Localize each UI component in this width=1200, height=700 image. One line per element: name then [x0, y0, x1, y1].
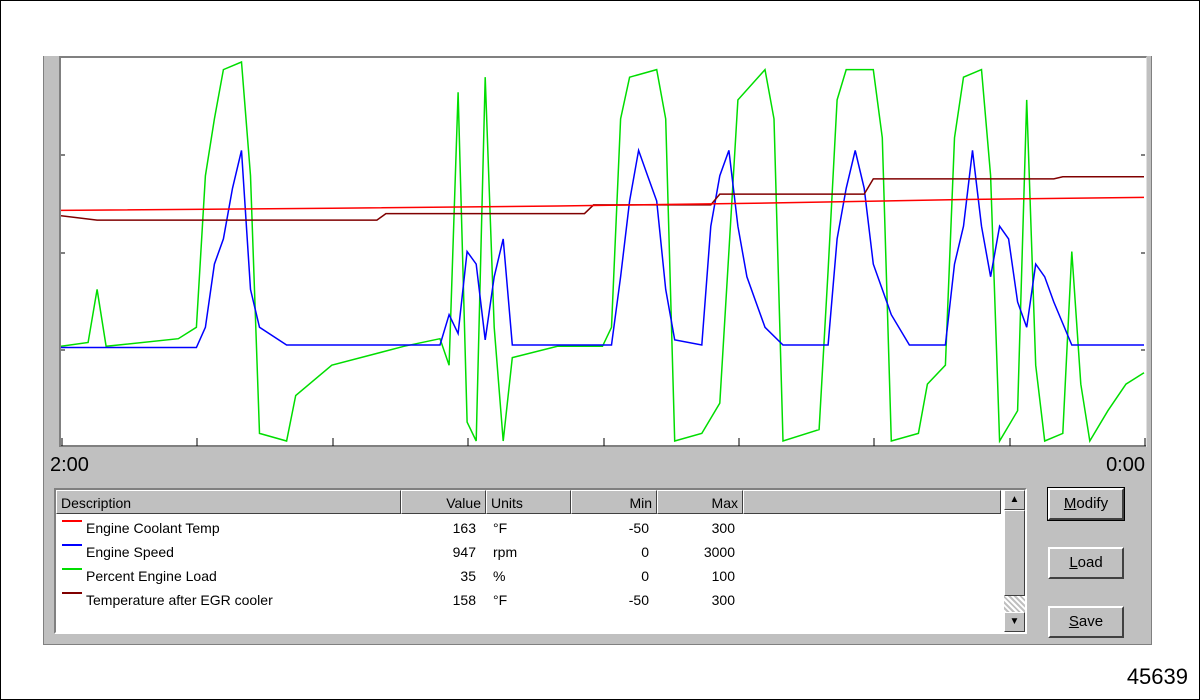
- row-description: Percent Engine Load: [86, 568, 217, 584]
- row-units: °F: [493, 592, 508, 608]
- series-line-percent-engine-load: [61, 60, 1145, 444]
- series-line-engine-speed: [61, 147, 1144, 349]
- column-header-min[interactable]: Min: [571, 490, 657, 514]
- modify-button[interactable]: Modify: [1047, 487, 1125, 521]
- table-rows: Engine Coolant Temp 163 °F -50 300 Engine Spe…: [56, 517, 1001, 613]
- row-units: °F: [493, 520, 508, 536]
- row-max: 300: [711, 592, 735, 608]
- trend-plot: [59, 56, 1147, 447]
- table-row[interactable]: Percent Engine Load 35% 0 100: [56, 565, 1001, 589]
- row-description: Engine Speed: [86, 544, 174, 560]
- row-description: Engine Coolant Temp: [86, 520, 220, 536]
- column-header-description[interactable]: Description: [56, 490, 401, 514]
- arrow-down-icon[interactable]: ▼: [1004, 612, 1025, 632]
- row-max: 3000: [703, 544, 735, 560]
- row-value: 35: [460, 568, 476, 584]
- series-color-swatch: [62, 592, 82, 594]
- row-description: Temperature after EGR cooler: [86, 592, 273, 608]
- data-monitor-window: 2:00 0:00 Description Value Units Min Ma…: [43, 56, 1152, 645]
- save-button[interactable]: Save: [1048, 606, 1124, 638]
- series-color-swatch: [62, 568, 82, 570]
- series-line-temperature-after-egr-cooler: [61, 176, 1144, 221]
- table-header: Description Value Units Min Max: [56, 490, 1001, 516]
- table-row[interactable]: Engine Speed 947 rpm 0 3000: [56, 541, 1001, 565]
- table-row[interactable]: Temperature after EGR cooler 158 °F -50 300: [56, 589, 1001, 613]
- row-units: %: [493, 568, 506, 584]
- column-header-value[interactable]: Value: [401, 490, 486, 514]
- row-min: -50: [628, 592, 649, 608]
- time-axis-end-label: 0:00: [1106, 454, 1145, 476]
- scrollbar-thumb[interactable]: [1004, 510, 1025, 596]
- scrollbar-track[interactable]: [1004, 596, 1025, 612]
- series-color-swatch: [62, 520, 82, 522]
- figure-number: 45639: [1126, 664, 1188, 689]
- row-min: 0: [641, 568, 649, 584]
- column-header-max[interactable]: Max: [657, 490, 743, 514]
- row-value: 163: [452, 520, 476, 536]
- table-row[interactable]: Engine Coolant Temp 163 °F -50 300: [56, 517, 1001, 541]
- trend-plot-svg: [61, 60, 1146, 447]
- row-units: rpm: [493, 544, 518, 560]
- series-color-swatch: [62, 544, 82, 546]
- load-button[interactable]: Load: [1048, 547, 1124, 579]
- column-header-units[interactable]: Units: [486, 490, 571, 514]
- table-scrollbar[interactable]: ▲ ▼: [1004, 490, 1025, 632]
- row-min: 0: [641, 544, 649, 560]
- parameter-table: Description Value Units Min Max Engine C…: [54, 488, 1027, 634]
- row-max: 300: [711, 520, 735, 536]
- row-value: 947: [452, 544, 476, 560]
- row-value: 158: [452, 592, 476, 608]
- column-header-spacer: [743, 490, 1001, 514]
- time-axis-start-label: 2:00: [50, 454, 89, 476]
- row-max: 100: [711, 568, 735, 584]
- arrow-up-icon[interactable]: ▲: [1004, 490, 1025, 510]
- row-min: -50: [628, 520, 649, 536]
- series-line-engine-coolant-temp: [61, 196, 1145, 212]
